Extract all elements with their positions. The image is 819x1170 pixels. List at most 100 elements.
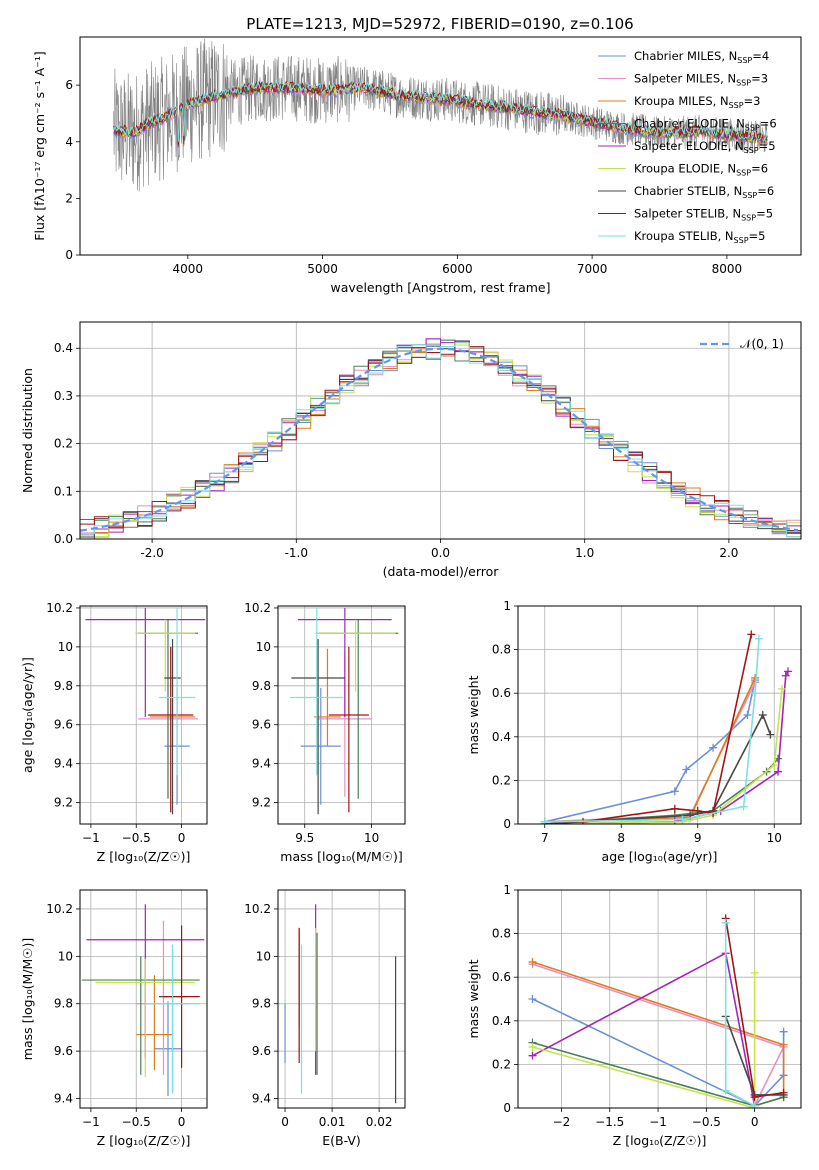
y-tick-label: 10 bbox=[58, 640, 73, 654]
series-marker-0 bbox=[743, 711, 752, 719]
x-tick-label: -1.0 bbox=[285, 546, 308, 560]
errorbar-3 bbox=[81, 956, 200, 1075]
y-tick-label: 0.6 bbox=[492, 970, 511, 984]
x-axis-label: Z [log₁₀(Z/Z☉)] bbox=[97, 1133, 191, 1148]
y-tick-label: 0.4 bbox=[492, 1014, 511, 1028]
y-tick-label: 9.8 bbox=[54, 679, 73, 693]
series-marker-4 bbox=[781, 671, 790, 680]
errorbar-2 bbox=[136, 975, 173, 1071]
legend-count: =6 bbox=[760, 117, 777, 131]
errorbar-6 bbox=[291, 639, 345, 815]
series-marker-0 bbox=[670, 787, 679, 796]
errorbar-0 bbox=[300, 687, 341, 805]
series-marker-7 bbox=[750, 1093, 759, 1102]
y-tick-label: 9.2 bbox=[252, 796, 271, 810]
x-tick-label: 0.02 bbox=[366, 1115, 393, 1129]
legend-subscript: SSP bbox=[742, 191, 757, 200]
series-marker-8 bbox=[678, 815, 687, 824]
legend-subscript: SSP bbox=[736, 169, 751, 178]
series-marker-5 bbox=[750, 968, 759, 977]
series-marker-6 bbox=[758, 711, 767, 719]
errorbar-8 bbox=[158, 607, 196, 776]
y-tick-label: 0.4 bbox=[492, 730, 511, 744]
x-tick-label: −1 bbox=[649, 1115, 667, 1129]
y-tick-label: 0.4 bbox=[54, 341, 73, 355]
legend-entry: Salpeter MILES, NSSP=3 bbox=[634, 72, 768, 88]
series-marker-8 bbox=[754, 634, 763, 643]
errorbar-5 bbox=[315, 619, 396, 692]
series-line-1 bbox=[544, 681, 756, 823]
y-tick-label: 0.0 bbox=[54, 532, 73, 546]
x-tick-label: 0 bbox=[178, 1115, 186, 1129]
y-tick-label: 9.6 bbox=[54, 1044, 73, 1058]
series-marker-2 bbox=[528, 957, 537, 966]
plot-area bbox=[528, 914, 788, 1108]
errorbar-1 bbox=[136, 920, 191, 1075]
legend-entry: Salpeter ELODIE, NSSP=5 bbox=[634, 139, 776, 155]
plot-area bbox=[540, 630, 792, 824]
legend-count: =5 bbox=[749, 229, 766, 243]
legend-entry: Chabrier STELIB, NSSP=6 bbox=[634, 184, 774, 200]
errorbar-7 bbox=[148, 646, 194, 813]
series-marker-2 bbox=[779, 1040, 788, 1049]
series-marker-8 bbox=[540, 817, 549, 824]
x-tick-label: −1 bbox=[82, 1115, 100, 1129]
y-tick-label: 9.8 bbox=[252, 679, 271, 693]
series-marker-5 bbox=[750, 1016, 759, 1025]
series-line-0 bbox=[544, 679, 756, 823]
legend-subscript: SSP bbox=[736, 79, 751, 88]
legend-count: =6 bbox=[751, 162, 768, 176]
y-tick-label: 1 bbox=[503, 883, 511, 897]
panel-mass_vs_Z: −1 −0.5 0 9.4 9.6 9.8 10 10.2 Z [log₁₀(Z/Z☉)] mas… bbox=[20, 890, 207, 1148]
legend-count: =3 bbox=[744, 94, 761, 108]
series-marker-6 bbox=[766, 730, 775, 739]
x-tick-label: 10 bbox=[364, 831, 379, 845]
series-line-5 bbox=[544, 688, 783, 824]
y-tick-label: 0.6 bbox=[492, 686, 511, 700]
errorbar-5 bbox=[95, 958, 196, 1078]
x-tick-label: 4000 bbox=[173, 262, 204, 276]
x-tick-label: 0 bbox=[751, 1115, 759, 1129]
x-tick-label: −0.5 bbox=[692, 1115, 721, 1129]
x-tick-label: −0.5 bbox=[122, 1115, 151, 1129]
x-tick-label: 9 bbox=[694, 831, 702, 845]
series-line-2 bbox=[544, 677, 756, 823]
x-tick-label: 7000 bbox=[577, 262, 608, 276]
series-marker-4 bbox=[528, 1051, 537, 1060]
panel-age_vs_Z: −1 −0.5 0 9.2 9.4 9.6 9.8 10 10.2 Z [log₁₀(Z/Z☉)]… bbox=[20, 601, 207, 864]
x-tick-label: 1.0 bbox=[575, 546, 594, 560]
x-axis-label: Z [log₁₀(Z/Z☉)] bbox=[97, 849, 191, 864]
y-tick-label: 0.2 bbox=[54, 437, 73, 451]
y-tick-label: 0.2 bbox=[492, 1057, 511, 1071]
x-tick-label: −1 bbox=[82, 831, 100, 845]
y-tick-label: 2 bbox=[65, 191, 73, 205]
y-tick-label: 9.6 bbox=[252, 718, 271, 732]
model-spectrum-7 bbox=[113, 80, 768, 145]
x-tick-label: −1.5 bbox=[595, 1115, 624, 1129]
legend-subscript: SSP bbox=[734, 236, 749, 245]
plot-area bbox=[290, 607, 399, 815]
series-marker-5 bbox=[528, 1042, 537, 1051]
series-line-8 bbox=[544, 638, 760, 823]
errorbar-8 bbox=[145, 944, 200, 1094]
x-axis-label: (data-model)/error bbox=[383, 564, 500, 579]
legend-subscript: SSP bbox=[729, 101, 744, 110]
legend-count: =3 bbox=[751, 72, 768, 86]
series-marker-8 bbox=[721, 918, 730, 927]
x-tick-label: 0.0 bbox=[431, 546, 450, 560]
axes-frame-residuals bbox=[79, 321, 802, 540]
y-axis-label: mass weight bbox=[466, 675, 481, 754]
legend-count: =6 bbox=[757, 184, 774, 198]
series-marker-4 bbox=[774, 767, 783, 776]
series-line-5 bbox=[532, 972, 756, 1108]
histogram-8 bbox=[80, 342, 801, 538]
series-marker-0 bbox=[779, 1027, 788, 1036]
panel-massweight_vs_age: 7 8 9 10 0 0.2 0.4 0.6 0.8 1 age [log₁₀(age/yr)] ma… bbox=[466, 599, 801, 864]
axes-frame-mass_vs_EBV bbox=[277, 889, 406, 1109]
series-marker-2 bbox=[751, 673, 760, 682]
panel-age_vs_mass: 9.5 10 9.2 9.4 9.6 9.8 10 10.2 mass [log₁₀(M/M☉)… bbox=[244, 601, 405, 864]
series-marker-8 bbox=[750, 1101, 759, 1108]
panel-residuals: -2.0 -1.0 0.0 1.0 2.0 0.0 0.1 0.2 0.3 0.4 (data-mo… bbox=[20, 322, 801, 579]
